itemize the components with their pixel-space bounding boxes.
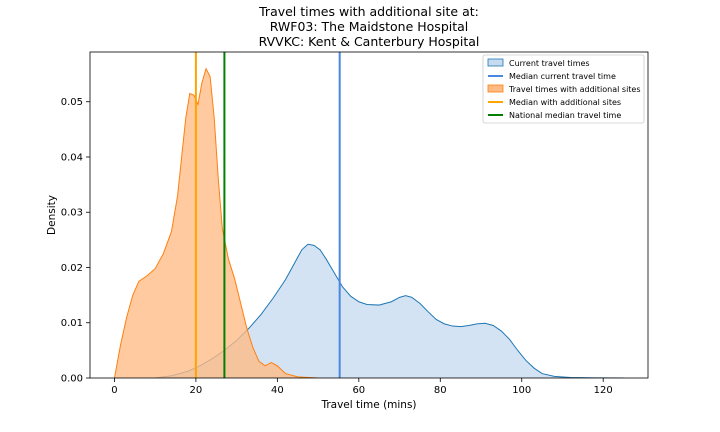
x-tick-label: 40: [271, 385, 284, 396]
legend-label: National median travel time: [509, 111, 621, 120]
x-tick-label: 20: [190, 385, 203, 396]
legend-swatch: [487, 84, 504, 93]
x-tick-label: 60: [352, 385, 365, 396]
y-axis-label: Density: [46, 195, 58, 235]
x-axis-label: Travel time (mins): [320, 399, 416, 411]
density-line-current-travel-times: [155, 243, 624, 378]
y-tick-label: 0.02: [61, 263, 83, 274]
title-line-3: RVVKC: Kent & Canterbury Hospital: [259, 34, 480, 49]
chart-title: Travel times with additional site at: RW…: [258, 4, 479, 49]
density-line-travel-times-with-additional-sites: [113, 67, 319, 378]
legend-label: Travel times with additional sites: [508, 85, 641, 94]
density-area-travel-times-with-additional-sites: [114, 68, 319, 378]
title-line-1: Travel times with additional site at:: [258, 4, 479, 19]
y-tick-label: 0.00: [61, 374, 83, 385]
x-tick-label: 80: [434, 385, 447, 396]
legend-box: [482, 54, 645, 124]
title-line-2: RWF03: The Maidstone Hospital: [270, 19, 469, 34]
y-tick-label: 0.01: [61, 318, 83, 329]
x-tick-label: 120: [594, 385, 613, 396]
x-tick-label: 100: [512, 385, 531, 396]
legend: Current travel times Median current trave…: [482, 54, 645, 124]
legend-label: Median current travel time: [509, 72, 616, 81]
y-tick-label: 0.04: [61, 152, 83, 163]
density-area-current-travel-times: [155, 244, 624, 378]
y-tick-label: 0.03: [61, 208, 83, 219]
axes: 0 20 40 60 80 100 120 0.00 0.01 0.02 0.03 0.04 0.05: [61, 51, 649, 396]
y-tick-label: 0.05: [61, 97, 83, 108]
legend-swatch: [487, 58, 504, 67]
legend-label: Current travel times: [509, 59, 590, 68]
plot-area: [113, 52, 624, 378]
x-tick-label: 0: [111, 385, 117, 396]
legend-label: Median with additional sites: [509, 98, 621, 107]
axes-frame: [89, 51, 649, 379]
